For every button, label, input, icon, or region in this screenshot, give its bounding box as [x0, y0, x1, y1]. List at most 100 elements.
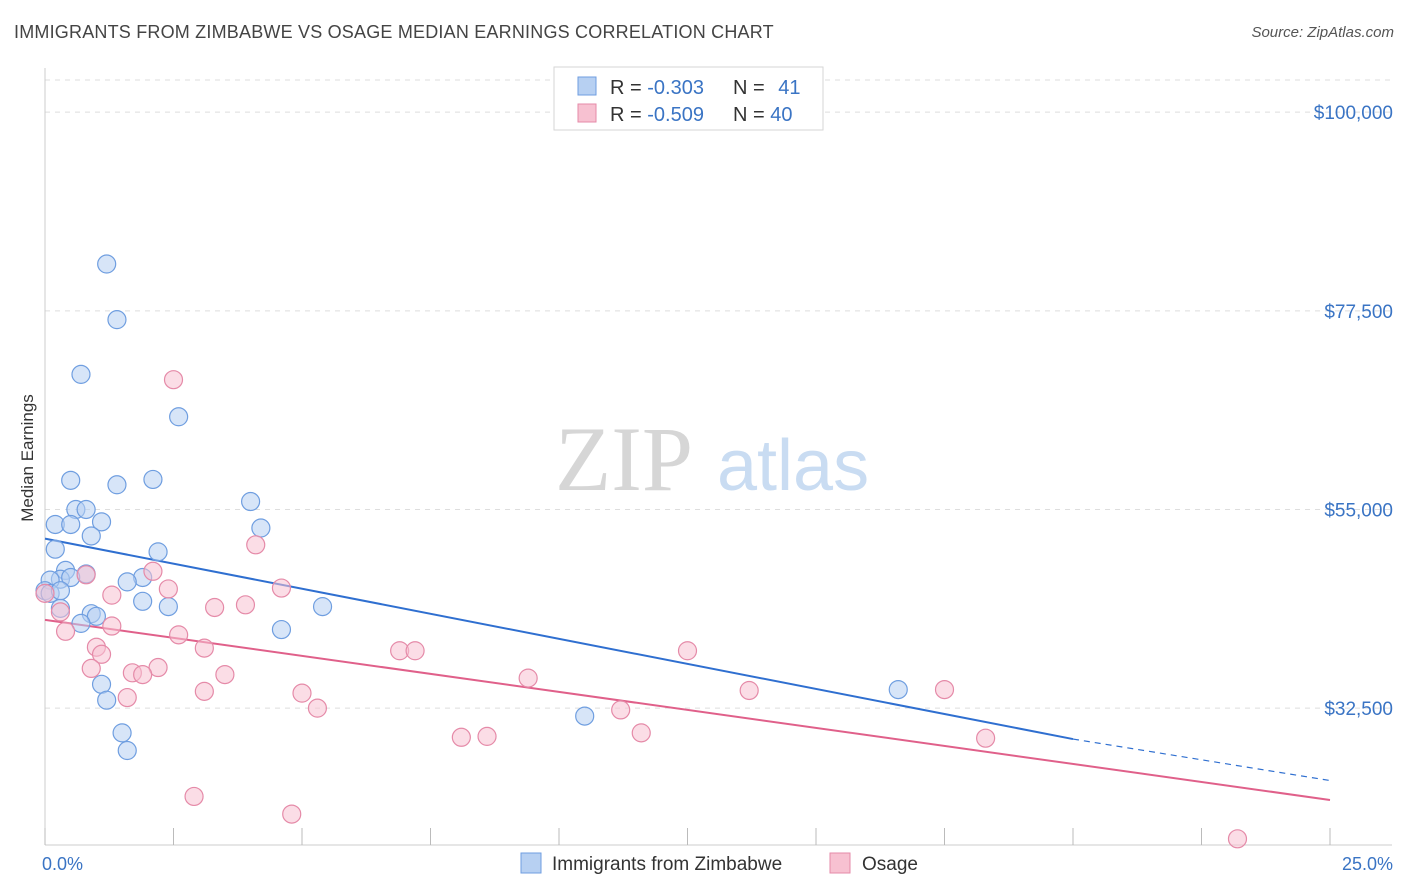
series-label-zimbabwe: Immigrants from Zimbabwe: [552, 854, 782, 875]
zimbabwe-point-1: [107, 310, 127, 330]
svg-text:R = -0.303: R = -0.303: [610, 77, 704, 99]
zimbabwe-point-37: [888, 679, 908, 700]
zimbabwe-point-26: [133, 591, 153, 611]
legend-n-value-2: 40: [770, 104, 792, 126]
watermark-atlas: atlas: [717, 426, 869, 506]
data-points: [35, 254, 1248, 849]
legend-r-label-1: R =: [610, 77, 647, 99]
osage-point-7: [235, 595, 256, 615]
legend-swatch-blue: [577, 76, 597, 96]
zimbabwe-point-5: [107, 475, 127, 495]
osage-point-2: [143, 561, 163, 581]
osage-point-0: [163, 370, 184, 390]
zimbabwe-point-9: [76, 499, 96, 520]
legend-r-value-2: -0.509: [647, 104, 704, 126]
y-axis-title: Median Earnings: [18, 394, 37, 522]
osage-point-5: [158, 579, 178, 599]
zimbabwe-point-36: [575, 706, 595, 726]
osage-point-31: [611, 700, 631, 720]
zimbabwe-point-27: [158, 597, 178, 617]
svg-text:N = 40: N = 40: [733, 104, 793, 126]
legend-swatch-pink: [577, 103, 597, 123]
zimbabwe-point-33: [271, 619, 292, 640]
osage-point-22: [133, 664, 153, 685]
chart-source: Source: ZipAtlas.com: [1251, 24, 1394, 41]
series-label-osage: Osage: [862, 854, 918, 875]
svg-text:R = -0.509: R = -0.509: [610, 104, 704, 126]
y-tick-label-2: $77,500: [1324, 302, 1393, 323]
zimbabwe-point-32: [71, 613, 91, 633]
osage-point-1: [246, 535, 266, 555]
osage-point-29: [934, 679, 955, 700]
zimbabwe-point-6: [143, 469, 163, 490]
watermark: ZIP atlas: [555, 408, 869, 510]
zimbabwe-point-34: [91, 674, 112, 694]
legend-n-value-1: 41: [778, 77, 800, 99]
x-tick-labels: 0.0% 25.0%: [42, 854, 1393, 874]
osage-point-12: [169, 625, 189, 645]
x-tick-label-1: 25.0%: [1342, 854, 1393, 874]
y-tick-label-1: $55,000: [1324, 500, 1393, 521]
osage-point-33: [451, 727, 471, 747]
osage-point-35: [976, 728, 996, 748]
osage-point-6: [102, 585, 122, 605]
zimbabwe-point-7: [241, 491, 261, 512]
osage-point-14: [194, 638, 214, 658]
zimbabwe-point-3: [169, 407, 189, 427]
osage-point-36: [184, 786, 204, 807]
osage-point-8: [205, 597, 225, 618]
y-tick-label-0: $32,500: [1324, 699, 1393, 720]
osage-point-25: [194, 681, 214, 701]
axes: [44, 68, 1392, 846]
zimbabwe-point-10: [91, 512, 112, 532]
trend-line-zimbabwe: [44, 537, 1074, 741]
zimbabwe-point-16: [148, 542, 168, 562]
svg-text:N = 41: N = 41: [733, 77, 801, 99]
osage-point-39: [35, 583, 55, 603]
zimbabwe-point-2: [71, 364, 91, 384]
osage-point-24: [518, 668, 538, 688]
x-tick-label-0: 0.0%: [42, 854, 83, 874]
zimbabwe-point-15: [45, 539, 65, 559]
osage-point-3: [76, 565, 96, 585]
osage-point-18: [91, 644, 112, 664]
zimbabwe-point-38: [112, 723, 132, 743]
zimbabwe-point-12: [61, 514, 81, 535]
osage-point-11: [55, 621, 76, 641]
osage-point-23: [215, 664, 235, 685]
zimbabwe-point-13: [251, 518, 271, 538]
legend-r-label-2: R =: [610, 104, 647, 126]
zimbabwe-point-14: [81, 526, 101, 546]
osage-point-28: [739, 680, 759, 701]
legend-n-label-1: N =: [733, 77, 770, 99]
legend-r-value-1: -0.303: [647, 77, 704, 99]
y-tick-labels: $32,500 $55,000 $77,500 $100,000: [1314, 103, 1393, 720]
watermark-zip: ZIP: [555, 408, 693, 510]
osage-point-34: [477, 726, 497, 746]
osage-point-30: [307, 698, 328, 718]
zimbabwe-point-28: [312, 597, 333, 617]
osage-point-26: [292, 683, 312, 703]
osage-point-9: [50, 602, 71, 622]
trend-lines: [44, 537, 1331, 801]
osage-point-37: [282, 804, 302, 824]
osage-point-32: [631, 723, 651, 743]
correlation-legend: R = -0.303 N = 41 R = -0.509 N = 40: [553, 66, 824, 131]
chart-title: IMMIGRANTS FROM ZIMBABWE VS OSAGE MEDIAN…: [14, 22, 774, 42]
osage-point-17: [677, 641, 698, 661]
zimbabwe-point-39: [117, 740, 137, 761]
series-legend: Immigrants from Zimbabwe Osage: [520, 852, 918, 875]
osage-point-19: [81, 658, 101, 679]
zimbabwe-point-35: [97, 690, 117, 710]
osage-point-16: [405, 641, 425, 661]
osage-point-10: [102, 616, 122, 636]
trend-line-osage: [44, 618, 1331, 801]
series-swatch-osage: [829, 852, 851, 874]
zimbabwe-point-0: [97, 254, 117, 274]
osage-point-38: [1227, 829, 1248, 849]
y-tick-label-3: $100,000: [1314, 103, 1393, 124]
osage-point-4: [271, 578, 292, 598]
trend-line-zimbabwe-extension: [1072, 738, 1331, 782]
legend-n-label-2: N =: [733, 104, 770, 126]
